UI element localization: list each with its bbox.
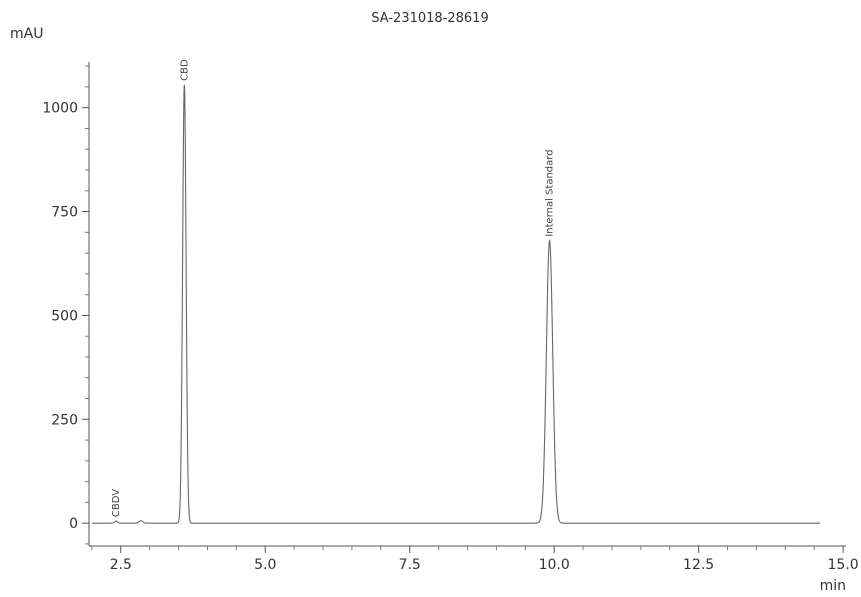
y-tick-label: 500 (51, 308, 78, 324)
peak-label: Internal Standard (545, 149, 556, 236)
x-tick-label: 2.5 (110, 557, 132, 573)
x-tick-label: 10.0 (539, 557, 570, 573)
axis-ticks: 2.5 5.0 7.5 10.0 12.5 15.0 0 250 500 750 1000 (42, 65, 859, 573)
x-tick-label: 5.0 (254, 557, 276, 573)
y-tick-label: 1000 (42, 101, 78, 117)
chromatogram-trace (91, 84, 820, 524)
x-tick-label: 15.0 (828, 557, 859, 573)
peak-labels: CBDV CBD Internal Standard (111, 59, 555, 517)
x-tick-label: 12.5 (683, 557, 714, 573)
x-tick-label: 7.5 (399, 557, 421, 573)
peak-label: CBDV (111, 489, 122, 517)
x-axis-unit: min (820, 578, 846, 594)
peak-label: CBD (179, 59, 190, 81)
chart-title: SA-231018-28619 (371, 11, 488, 26)
y-axis-unit: mAU (10, 26, 43, 42)
y-tick-label: 0 (69, 516, 78, 532)
y-tick-label: 250 (51, 412, 78, 428)
y-tick-label: 750 (51, 205, 78, 221)
